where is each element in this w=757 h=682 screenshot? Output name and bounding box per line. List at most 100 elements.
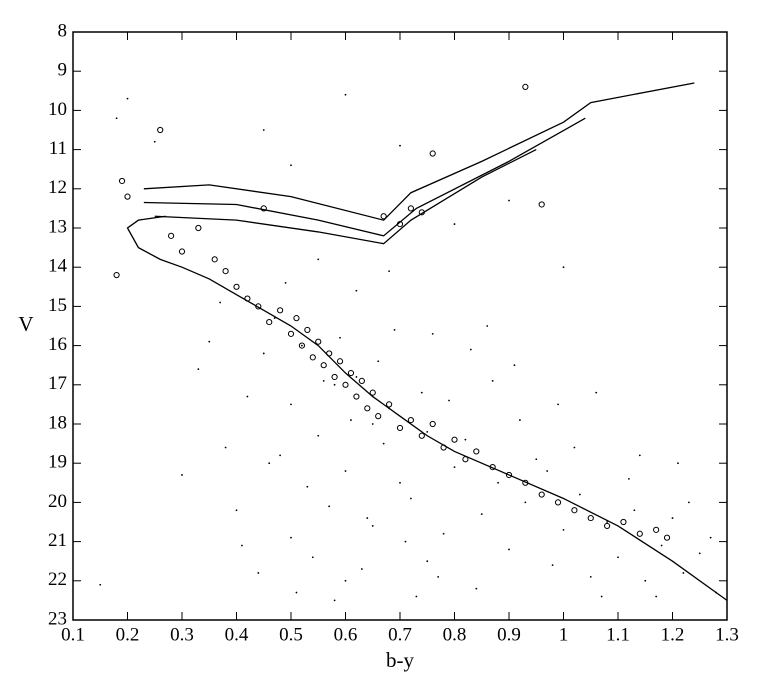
y-tick-label: 20 bbox=[48, 491, 67, 512]
field-star bbox=[235, 509, 238, 512]
field-star bbox=[595, 391, 598, 394]
field-star bbox=[366, 517, 369, 519]
field-star bbox=[371, 525, 374, 527]
y-tick-label: 22 bbox=[48, 569, 67, 590]
field-star bbox=[344, 93, 347, 96]
member-star bbox=[331, 373, 338, 381]
field-star bbox=[333, 599, 336, 602]
field-star bbox=[677, 462, 679, 465]
field-star bbox=[279, 454, 281, 457]
member-star bbox=[315, 338, 322, 345]
field-star bbox=[360, 568, 363, 570]
field-star bbox=[328, 505, 331, 508]
y-tick-label: 14 bbox=[48, 256, 68, 277]
member-star bbox=[277, 307, 284, 314]
member-star bbox=[113, 271, 120, 279]
x-tick-label: 0.6 bbox=[334, 624, 358, 645]
member-star bbox=[653, 526, 660, 533]
member-star bbox=[157, 126, 164, 134]
field-star bbox=[181, 474, 183, 476]
isochrone bbox=[154, 149, 537, 245]
y-tick-label: 17 bbox=[48, 373, 67, 394]
field-star bbox=[464, 438, 467, 441]
x-tick-label: 0.2 bbox=[116, 624, 140, 645]
field-star bbox=[633, 509, 636, 512]
field-star bbox=[355, 289, 358, 292]
field-star bbox=[290, 164, 292, 167]
member-star bbox=[473, 448, 480, 455]
member-star bbox=[571, 507, 578, 514]
field-star bbox=[557, 403, 559, 406]
field-star bbox=[273, 317, 276, 320]
field-star bbox=[617, 556, 619, 559]
member-star bbox=[587, 514, 594, 522]
x-tick-label: 1.2 bbox=[661, 624, 685, 645]
field-star bbox=[535, 458, 538, 461]
y-tick-label: 15 bbox=[48, 295, 67, 316]
member-star bbox=[364, 405, 371, 412]
member-star bbox=[266, 318, 273, 326]
field-star bbox=[519, 419, 521, 421]
member-star bbox=[287, 330, 295, 337]
member-star bbox=[429, 150, 436, 157]
member-star bbox=[124, 193, 131, 200]
y-tick-label: 12 bbox=[48, 177, 67, 198]
member-star bbox=[604, 522, 611, 530]
member-star bbox=[554, 499, 562, 506]
member-star bbox=[375, 413, 382, 420]
field-star bbox=[295, 591, 298, 594]
member-star bbox=[386, 401, 393, 408]
field-star bbox=[262, 129, 265, 131]
field-star bbox=[497, 481, 499, 484]
field-star bbox=[219, 301, 222, 304]
field-star bbox=[486, 325, 489, 327]
field-star bbox=[290, 403, 292, 406]
isochrone bbox=[126, 215, 728, 601]
field-star bbox=[262, 352, 265, 355]
field-star bbox=[682, 572, 685, 574]
field-star bbox=[508, 548, 510, 551]
field-star bbox=[420, 391, 423, 394]
field-star bbox=[671, 517, 674, 519]
member-star bbox=[168, 232, 175, 239]
member-star bbox=[620, 518, 627, 526]
field-star bbox=[426, 560, 429, 563]
field-star bbox=[344, 470, 347, 472]
field-star bbox=[382, 442, 385, 445]
field-star bbox=[339, 336, 341, 339]
y-tick-label: 10 bbox=[48, 99, 67, 120]
x-tick-label: 0.7 bbox=[388, 624, 412, 645]
field-star bbox=[257, 572, 260, 574]
field-star bbox=[393, 329, 396, 331]
member-star bbox=[293, 315, 300, 322]
member-star bbox=[353, 393, 360, 400]
y-tick-label: 23 bbox=[48, 608, 67, 629]
field-star bbox=[562, 266, 565, 269]
y-tick-label: 21 bbox=[48, 530, 67, 551]
member-star bbox=[211, 256, 218, 263]
member-star bbox=[538, 491, 545, 498]
member-star bbox=[663, 534, 671, 541]
field-star bbox=[322, 379, 325, 382]
field-star bbox=[426, 430, 429, 433]
member-star bbox=[522, 83, 529, 90]
member-star bbox=[396, 424, 404, 432]
field-star bbox=[453, 466, 456, 469]
member-star bbox=[429, 420, 436, 428]
x-tick-label: 0.9 bbox=[497, 624, 521, 645]
member-star bbox=[347, 369, 355, 377]
member-star bbox=[195, 224, 202, 232]
member-star bbox=[407, 205, 414, 212]
field-star bbox=[415, 595, 418, 598]
field-star bbox=[491, 379, 494, 382]
member-star bbox=[298, 342, 305, 349]
x-axis-label: b-y bbox=[386, 648, 414, 672]
field-star bbox=[606, 521, 608, 523]
field-star bbox=[524, 501, 527, 504]
member-star bbox=[309, 354, 316, 361]
field-star bbox=[197, 368, 200, 371]
member-star bbox=[233, 283, 240, 290]
field-star bbox=[644, 579, 647, 582]
field-star bbox=[311, 556, 314, 559]
